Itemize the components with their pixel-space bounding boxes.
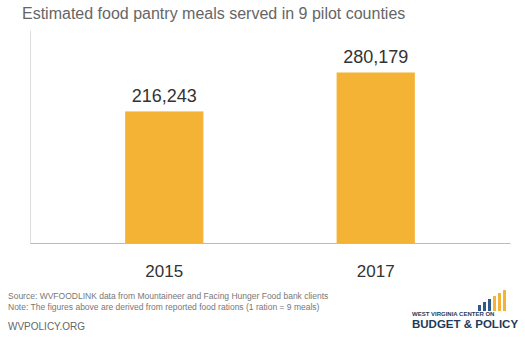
- x-axis-line: [31, 243, 511, 244]
- chart: Estimated food pantry meals served in 9 …: [0, 0, 525, 340]
- logo-name: BUDGET & POLICY: [412, 318, 518, 330]
- data-label: 216,243: [132, 86, 197, 106]
- bar: [337, 72, 415, 243]
- y-axis: [30, 31, 31, 244]
- bar: [125, 111, 203, 243]
- bars: [125, 72, 415, 243]
- x-tick-label: 2017: [357, 262, 395, 281]
- y-axis-line: [30, 31, 31, 244]
- logo-bar: [493, 296, 496, 311]
- x-tick-label: 2015: [145, 262, 183, 281]
- logo-icon: [478, 290, 506, 311]
- x-tick: 2017: [357, 262, 395, 281]
- logo-bar: [503, 290, 506, 311]
- logo-bar: [498, 293, 501, 311]
- logo-bar: [478, 305, 481, 311]
- source-note: Source: WVFOODLINK data from Mountaineer…: [8, 291, 328, 301]
- website: WVPOLICY.ORG: [8, 321, 85, 332]
- title: Estimated food pantry meals served in 9 …: [22, 5, 405, 22]
- data-label: 280,179: [343, 47, 408, 67]
- logo-line: WEST VIRGINIA CENTER ON: [412, 311, 494, 317]
- logo-bar: [483, 302, 486, 311]
- x-axis: 2015 2017: [31, 244, 511, 282]
- annotations: Source: WVFOODLINK data from Mountaineer…: [8, 291, 518, 332]
- footnote: Note: The figures above are derived from…: [8, 302, 320, 312]
- logo-bar: [488, 299, 491, 311]
- x-tick: 2015: [145, 262, 183, 281]
